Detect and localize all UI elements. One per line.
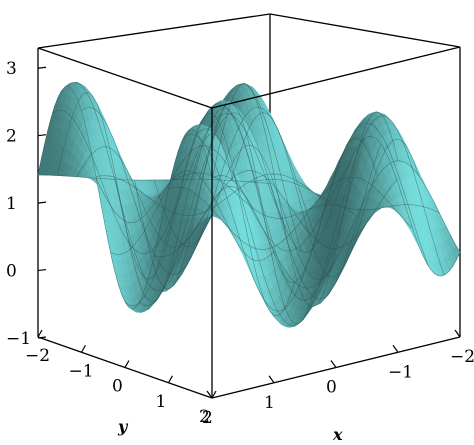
y-tick-label: 0 [112, 377, 123, 397]
z-tick-mark [37, 66, 47, 69]
x-tick-mark [392, 344, 399, 353]
y-tick-label: −1 [69, 361, 94, 381]
box-edge-back-top-right [269, 13, 461, 48]
x-tick-label: 0 [326, 378, 337, 398]
z-tick-label: 3 [6, 59, 17, 79]
y-tick-mark [167, 375, 174, 384]
z-axis: 3 2 1 0 −1 [6, 59, 47, 349]
y-tick-mark [124, 360, 130, 368]
mesh-line-y [197, 115, 445, 327]
box-edge-front-top-left [37, 47, 213, 109]
box-edge-front-top-right [211, 46, 461, 109]
y-axis-label: y [117, 417, 129, 436]
x-tick-label: −1 [388, 362, 413, 382]
y-tick-label: −2 [25, 346, 50, 366]
x-axis: 2 1 0 −1 −2 [202, 329, 474, 428]
z-tick-label: 0 [6, 262, 17, 282]
y-tick-mark [80, 344, 87, 353]
x-tick-mark [206, 390, 213, 399]
z-tick-label: 1 [6, 194, 17, 214]
box-edge-back-top-left [37, 13, 271, 49]
y-tick-label: 1 [156, 392, 167, 412]
surface-grid-lines [37, 81, 461, 327]
z-tick-mark [37, 134, 47, 137]
y-tick-mark [211, 390, 217, 399]
z-tick-label: −1 [6, 329, 31, 349]
y-tick-mark [37, 329, 43, 338]
z-tick-mark [37, 201, 47, 204]
z-tick-mark [37, 336, 47, 339]
z-tick-label: 2 [6, 127, 17, 147]
x-tick-label: −2 [450, 347, 474, 367]
mesh-line-y [182, 122, 429, 312]
y-tick-label: 2 [199, 407, 210, 427]
x-tick-label: 1 [264, 393, 275, 413]
mesh-line-y [211, 160, 461, 289]
z-tick-mark [37, 268, 47, 272]
x-tick-mark [330, 360, 337, 368]
x-tick-mark [454, 329, 461, 338]
x-axis-label: x [332, 425, 343, 444]
x-tick-label: 2 [202, 408, 213, 428]
y-axis: −2 −1 0 1 2 [25, 329, 217, 427]
surface-mesh [37, 81, 461, 328]
mesh-line-x [37, 85, 213, 309]
mesh-line-x [57, 92, 233, 303]
x-tick-mark [268, 375, 275, 384]
